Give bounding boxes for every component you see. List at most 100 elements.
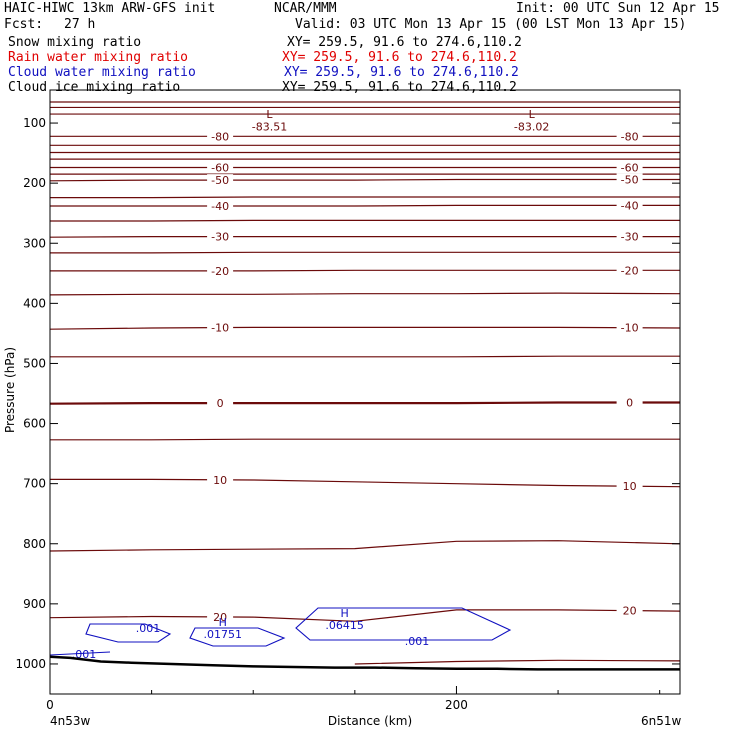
isotherm-label-bg <box>207 264 234 277</box>
isotherm-label-bg <box>616 199 643 212</box>
field-xy-cloud-ice: XY= 259.5, 91.6 to 274.6,110.2 <box>282 80 517 95</box>
forecast-hour-value: 27 h <box>64 17 96 32</box>
isotherm-label: -40 <box>621 199 639 212</box>
isotherm-label-bg <box>207 397 234 410</box>
y-tick-label: 100 <box>23 116 46 130</box>
cloud-water-label: .001 <box>136 622 161 635</box>
isotherm-label-bg <box>616 161 643 174</box>
isotherm-label: -60 <box>621 162 639 175</box>
isotherm-line-8 <box>50 204 680 207</box>
isotherm-label: -20 <box>211 265 229 278</box>
isotherm-label-bg <box>616 321 643 334</box>
isotherm-line-15 <box>50 355 680 358</box>
isotherm-line-6 <box>49 178 680 182</box>
min-marker-value: -83.02 <box>514 120 549 133</box>
isotherm-label: -80 <box>621 130 639 143</box>
isotherm-line-12 <box>50 269 680 272</box>
isotherm-line-10 <box>49 236 680 238</box>
isotherm-label-bg <box>207 174 234 187</box>
isotherm-label: -30 <box>621 231 639 244</box>
cloud-water-max-value: .01751 <box>203 628 242 641</box>
isotherm-label-bg <box>207 473 234 486</box>
min-marker-letter: L <box>529 108 536 121</box>
x-tick-label: 200 <box>445 698 468 712</box>
min-marker-value: -83.51 <box>252 120 287 133</box>
isotherm-label: 0 <box>217 397 224 410</box>
isotherm-line-18 <box>50 478 681 488</box>
isotherm-line-11 <box>50 251 680 254</box>
isotherm-label-bg <box>207 321 234 334</box>
x-tick-label: 0 <box>46 698 54 712</box>
isotherm-label: -10 <box>621 322 639 335</box>
isotherm-label: -30 <box>211 231 229 244</box>
isotherm-label-bg <box>616 264 643 277</box>
field-name-rain: Rain water mixing ratio <box>8 50 189 65</box>
isotherm-label: 10 <box>213 474 227 487</box>
y-tick-label: 900 <box>23 597 46 611</box>
isotherm-label: -10 <box>211 322 229 335</box>
min-marker-letter: L <box>266 108 273 121</box>
cloud-water-max-letter: H <box>341 607 349 620</box>
y-axis-title: Pressure (hPa) <box>3 347 17 433</box>
field-xy-cloud-water: XY= 259.5, 91.6 to 274.6,110.2 <box>284 65 519 80</box>
plot-title: HAIC-HIWC 13km ARW-GFS init <box>4 1 216 16</box>
valid-time: Valid: 03 UTC Mon 13 Apr 15 (00 LST Mon … <box>295 17 687 32</box>
isotherm-label-bg <box>616 480 643 493</box>
y-tick-label: 300 <box>23 236 46 250</box>
isotherm-line-14 <box>49 326 681 330</box>
field-name-cloud-water: Cloud water mixing ratio <box>8 65 196 80</box>
y-tick-label: 500 <box>23 356 46 370</box>
cloud-water-contour-2 <box>295 607 512 641</box>
isotherm-label-bg <box>616 130 643 143</box>
isotherm-label: 20 <box>623 605 637 618</box>
x-axis-title: Distance (km) <box>328 714 412 728</box>
init-time: Init: 00 UTC Sun 12 Apr 15 <box>516 1 720 16</box>
isotherm-label: 0 <box>626 397 633 410</box>
cloud-water-label: .001 <box>405 635 430 648</box>
isotherm-label-bg <box>207 130 234 143</box>
isotherm-label-bg <box>207 230 234 243</box>
isotherm-label: -80 <box>211 130 229 143</box>
x-endpoint-right: 6n51w <box>641 714 682 728</box>
isotherm-line-16 <box>49 401 680 405</box>
org-label: NCAR/MMM <box>274 1 337 16</box>
isotherm-label: -50 <box>621 174 639 187</box>
y-tick-label: 1000 <box>15 657 46 671</box>
field-name-snow: Snow mixing ratio <box>8 35 142 50</box>
field-xy-snow: XY= 259.5, 91.6 to 274.6,110.2 <box>287 35 522 50</box>
field-name-cloud-ice: Cloud ice mixing ratio <box>8 80 181 95</box>
isotherm-label-bg <box>207 199 234 212</box>
isotherm-label-bg <box>616 396 643 409</box>
isotherm-label-bg <box>616 230 643 243</box>
y-tick-label: 700 <box>23 477 46 491</box>
forecast-hour-label: Fcst: <box>4 17 44 32</box>
terrain-line <box>49 655 680 671</box>
isotherm-line-21 <box>354 659 681 665</box>
cloud-water-contour-3 <box>49 651 111 656</box>
isotherm-line-20 <box>49 609 681 622</box>
isotherm-label: 20 <box>213 611 227 624</box>
y-tick-label: 600 <box>23 417 46 431</box>
isotherm-label-bg <box>616 173 643 186</box>
y-tick-label: 400 <box>23 296 46 310</box>
isotherm-line-7 <box>50 196 680 199</box>
isotherm-label-bg <box>207 161 234 174</box>
plot-frame <box>49 89 681 695</box>
temperature-contours: -80 -80-60 -60-50 -50-40 -40-30 -30-20 -20-10-… <box>49 101 681 665</box>
y-tick-label: 200 <box>23 176 46 190</box>
isotherm-line-9 <box>50 219 680 222</box>
isotherm-line-13 <box>49 292 681 296</box>
isotherm-label: -20 <box>621 264 639 277</box>
isotherm-label-bg <box>616 604 643 617</box>
cloud-water-contour-1 <box>189 627 286 647</box>
cloud-water-contour-0 <box>85 623 172 643</box>
field-xy-rain: XY= 259.5, 91.6 to 274.6,110.2 <box>282 50 517 65</box>
cloud-water-max-letter: H <box>219 616 227 629</box>
terrain <box>49 655 680 671</box>
isotherm-line-19 <box>49 540 681 552</box>
x-endpoint-left: 4n53w <box>50 714 91 728</box>
isotherm-line-17 <box>50 438 680 441</box>
